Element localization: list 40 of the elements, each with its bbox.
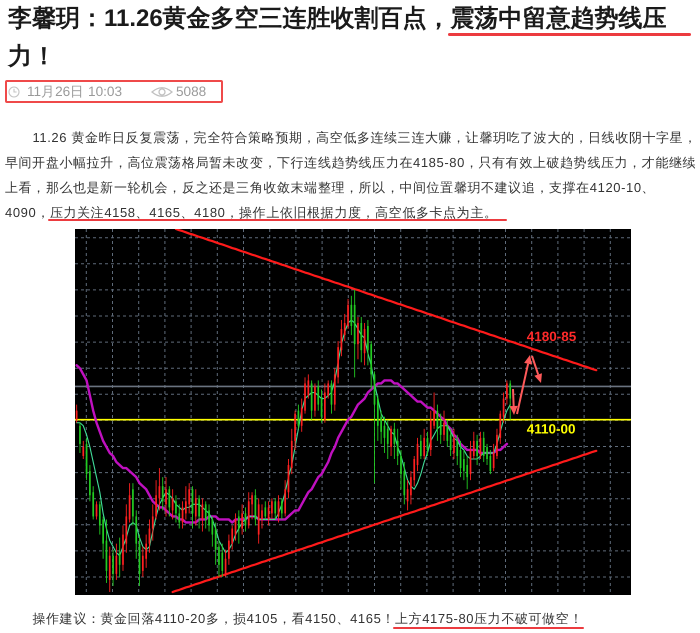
text: 上方4175-80压力不破可做空！: [395, 610, 583, 626]
text: 5088: [176, 83, 206, 101]
candlestick: [271, 498, 273, 520]
candlestick: [390, 425, 392, 456]
candlestick: [476, 434, 478, 466]
candlestick: [112, 549, 114, 586]
candlestick: [298, 404, 300, 430]
annotation: 4110-00: [526, 422, 576, 437]
annotation: 4180-85: [526, 329, 577, 344]
candlestick: [175, 494, 177, 523]
candlestick: [182, 500, 184, 529]
candlestick: [426, 431, 428, 456]
candlestick: [234, 512, 236, 542]
candlestick: [148, 519, 150, 554]
text: 压力关注4158、4165、4180，操作上依旧根据力度，高空低多卡点为主。: [50, 204, 498, 220]
candlestick: [506, 380, 508, 406]
candlestick: [406, 480, 408, 511]
candlestick: [460, 440, 462, 478]
candlestick: [118, 537, 121, 578]
candlestick: [278, 494, 280, 523]
candlestick: [202, 498, 204, 532]
chart-title: 李馨玥：11.26黄金多空三连胜收割百点，震荡中留意趋势线压力！: [8, 4, 668, 72]
candlestick: [453, 428, 455, 460]
candlestick: [208, 504, 210, 532]
candlestick: [96, 500, 98, 520]
candlestick: [165, 476, 167, 517]
candlestick: [480, 431, 482, 460]
candlestick: [79, 422, 81, 454]
candlestick: [436, 404, 438, 442]
candlestick: [155, 480, 157, 520]
candlestick: [268, 500, 270, 526]
candlestick: [320, 389, 322, 424]
candlestick: [224, 549, 226, 578]
text: 11月26日 10:03: [27, 83, 122, 101]
candlestick: [244, 506, 246, 532]
candlestick: [330, 380, 332, 414]
candlestick: [384, 416, 386, 454]
candlestick: [198, 494, 200, 529]
candlestick: [443, 410, 445, 442]
candlestick: [357, 316, 359, 360]
